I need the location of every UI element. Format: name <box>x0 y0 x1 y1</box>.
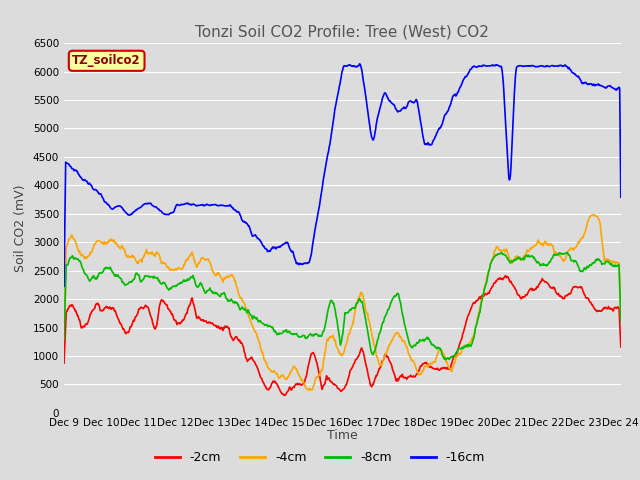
Text: TZ_soilco2: TZ_soilco2 <box>72 54 141 67</box>
Legend: -2cm, -4cm, -8cm, -16cm: -2cm, -4cm, -8cm, -16cm <box>150 446 490 469</box>
Y-axis label: Soil CO2 (mV): Soil CO2 (mV) <box>14 184 28 272</box>
Title: Tonzi Soil CO2 Profile: Tree (West) CO2: Tonzi Soil CO2 Profile: Tree (West) CO2 <box>195 24 490 39</box>
X-axis label: Time: Time <box>327 429 358 442</box>
